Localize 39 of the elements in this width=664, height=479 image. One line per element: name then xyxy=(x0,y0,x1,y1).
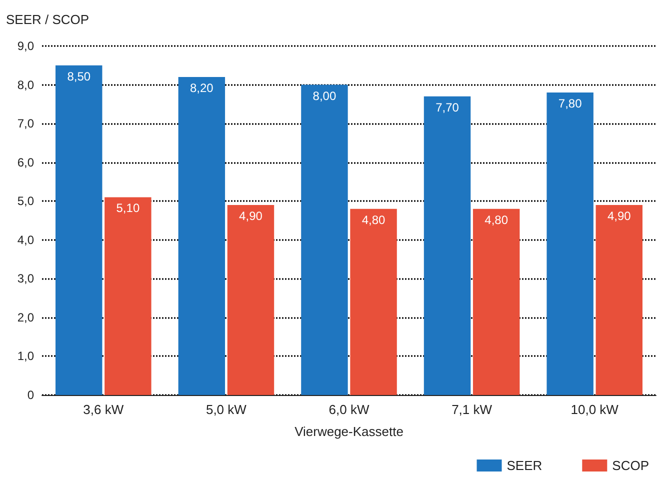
data-label: 8,20 xyxy=(190,81,214,96)
data-label: 4,80 xyxy=(484,212,508,227)
data-label: 4,90 xyxy=(607,208,632,223)
x-tick-label: 10,0 kW xyxy=(570,402,620,417)
x-tick-label: 5,0 kW xyxy=(206,402,248,417)
legend-label: SEER xyxy=(506,458,542,473)
bar xyxy=(178,77,226,395)
bar xyxy=(227,204,274,395)
x-axis-title: Vierwege-Kassette xyxy=(294,424,404,439)
x-tick-label: 7,1 kW xyxy=(452,402,493,417)
bar xyxy=(301,84,348,395)
y-tick-label: 6,0 xyxy=(17,155,34,170)
y-tick-label: 4,0 xyxy=(17,232,34,247)
y-tick-label: 3,0 xyxy=(17,272,34,286)
bar xyxy=(56,65,102,395)
data-label: 4,80 xyxy=(362,212,386,227)
bar xyxy=(424,96,471,395)
data-label: 5,10 xyxy=(116,201,140,216)
x-tick-label: 3,6 kW xyxy=(83,402,124,417)
data-label: 8,50 xyxy=(67,69,91,84)
y-tick-label: 2,0 xyxy=(17,310,34,324)
bar xyxy=(104,197,152,395)
x-tick-label: 6,0 kW xyxy=(328,402,370,417)
data-label: 7,70 xyxy=(436,100,460,114)
y-tick-label: 5,0 xyxy=(17,194,34,208)
y-tick-label: 1,0 xyxy=(17,349,34,364)
y-axis-title: SEER / SCOP xyxy=(6,12,90,27)
bar xyxy=(546,92,594,395)
legend-label: SCOP xyxy=(612,458,649,473)
bar xyxy=(472,208,520,395)
data-label: 7,80 xyxy=(558,96,582,111)
data-label: 4,90 xyxy=(239,208,263,223)
y-tick-label: 7,0 xyxy=(17,116,34,131)
bar xyxy=(350,208,397,395)
y-tick-label: 8,0 xyxy=(17,78,34,92)
y-tick-label: 0 xyxy=(27,388,34,402)
bar xyxy=(596,204,642,395)
data-label: 8,00 xyxy=(312,88,336,103)
y-tick-label: 9,0 xyxy=(17,39,34,53)
